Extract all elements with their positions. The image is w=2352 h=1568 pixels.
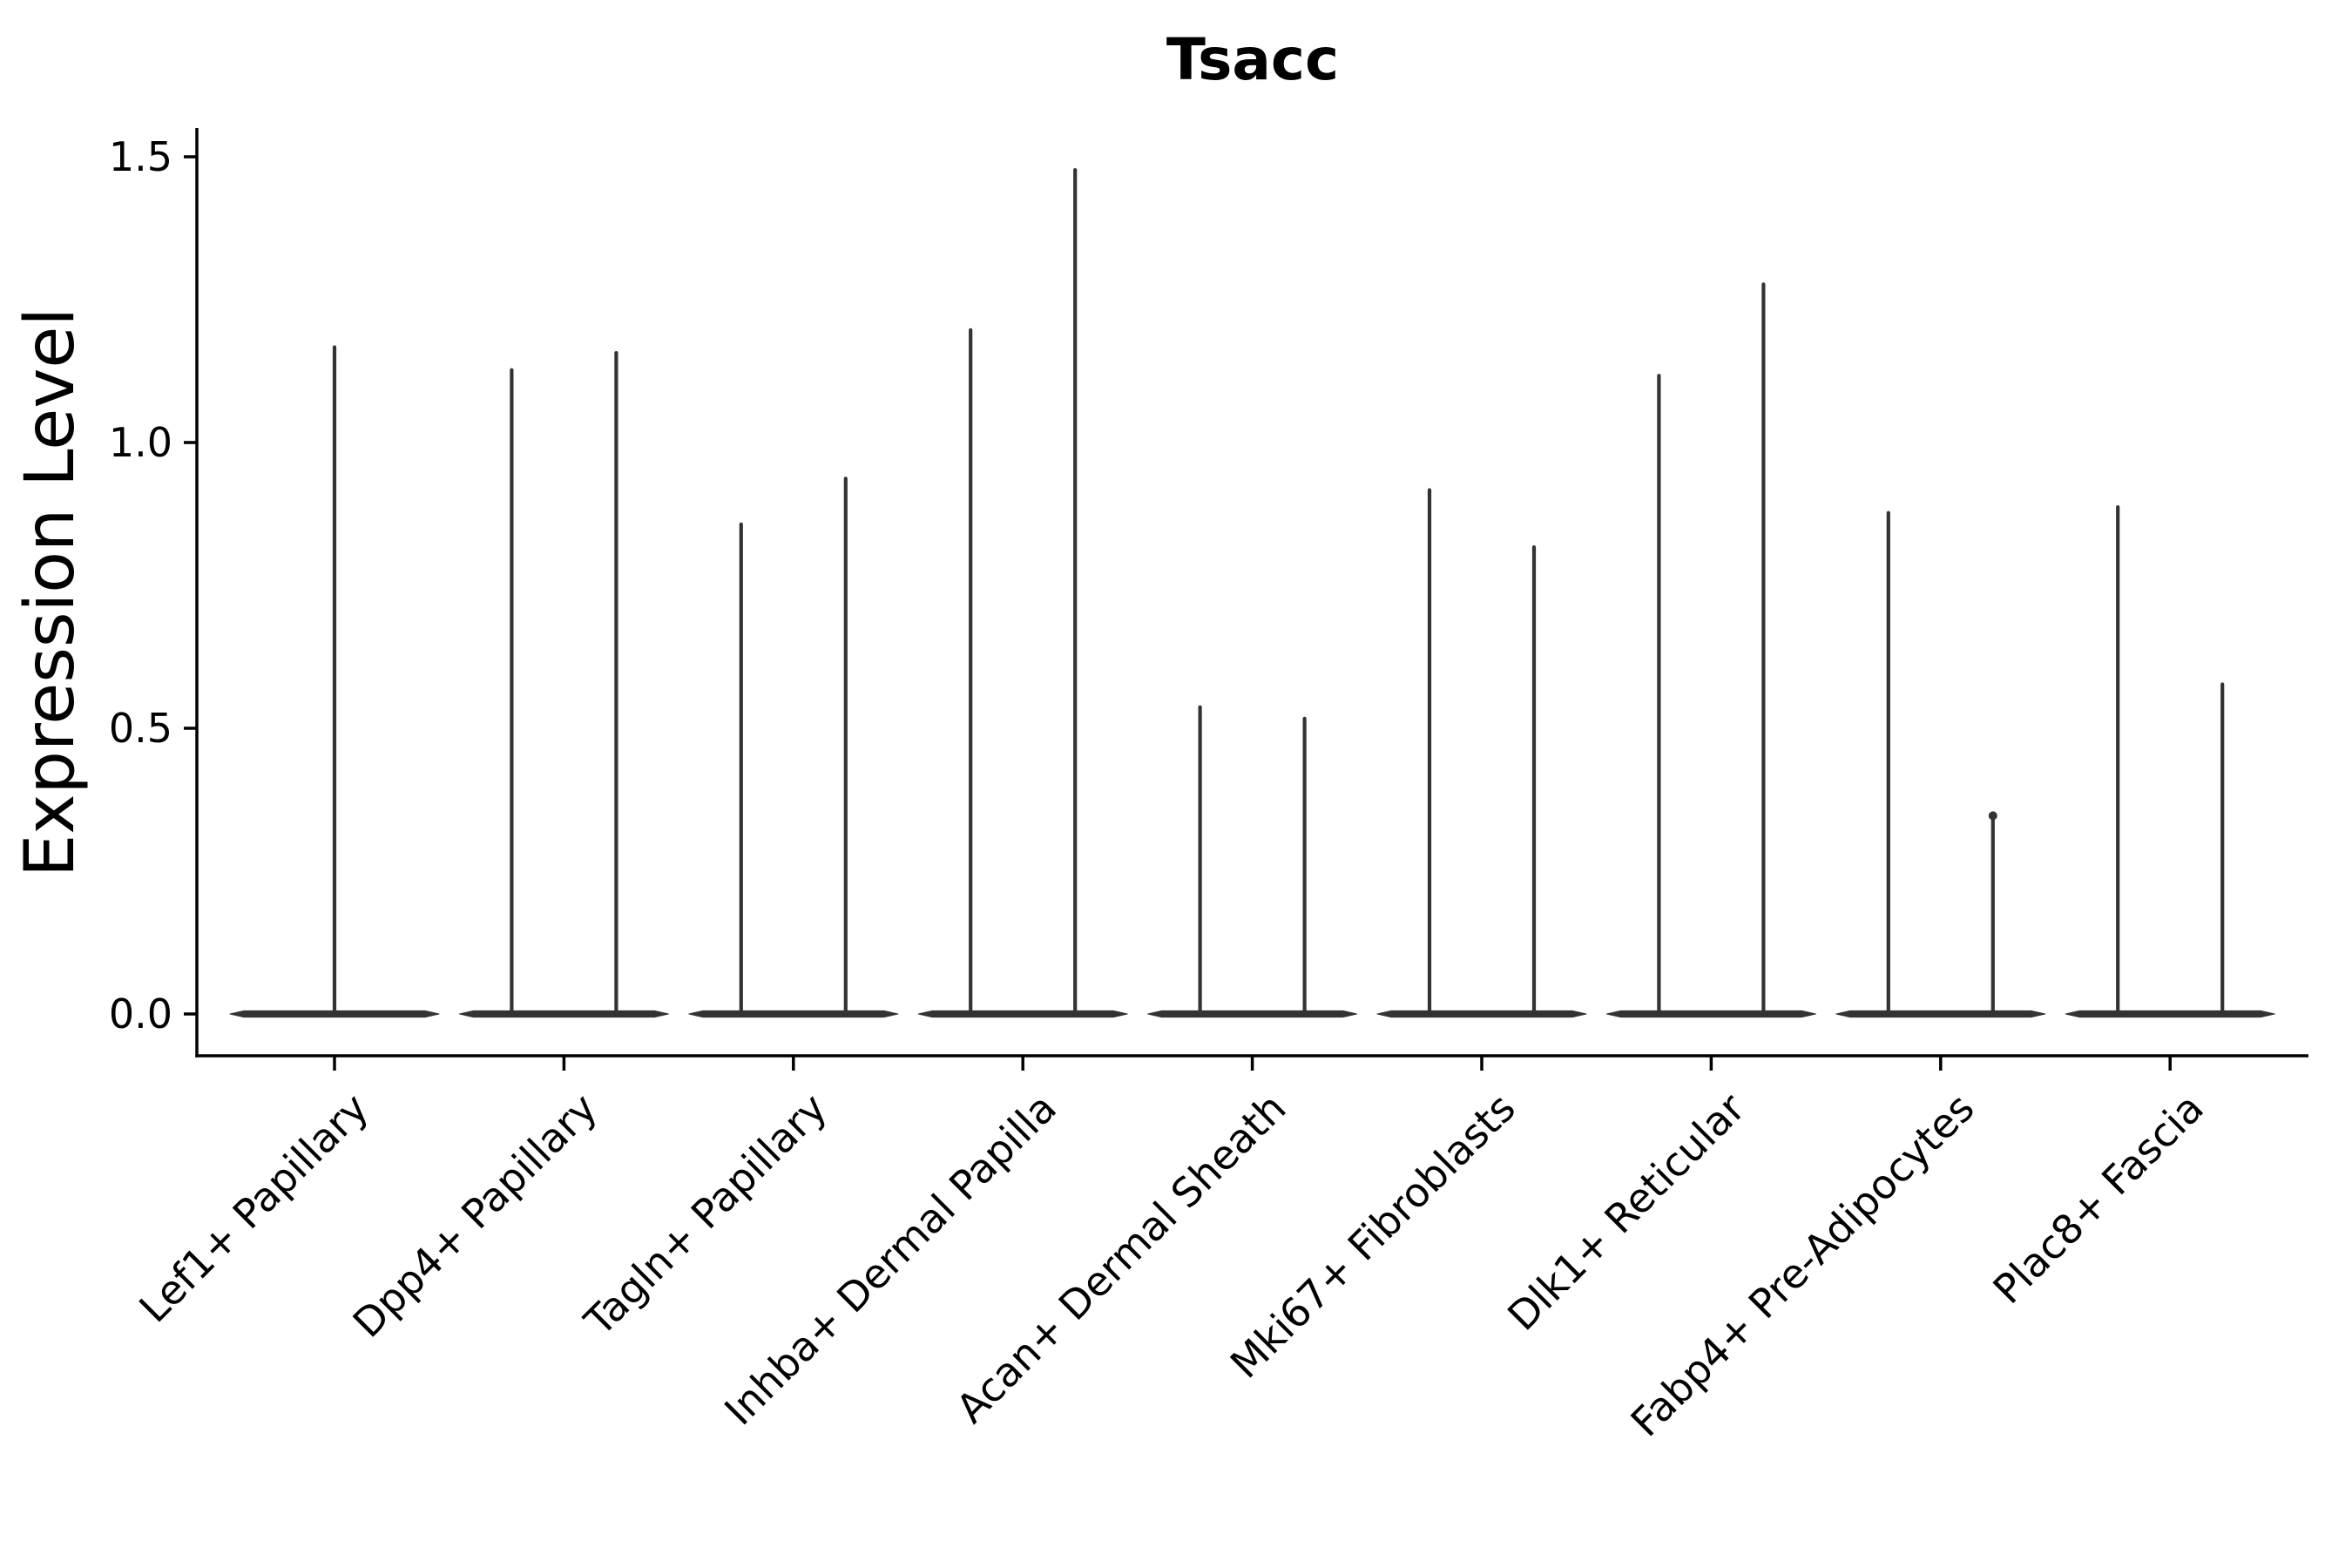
violin-base bbox=[688, 1010, 899, 1018]
y-tick-label: 0.5 bbox=[108, 705, 172, 752]
y-tick-label: 1.0 bbox=[108, 419, 172, 466]
y-tick-label: 0.0 bbox=[108, 990, 172, 1037]
violin-base bbox=[1605, 1010, 1816, 1018]
y-tick-label: 1.5 bbox=[108, 133, 172, 180]
violin-base bbox=[1147, 1010, 1358, 1018]
violin-base bbox=[2065, 1010, 2275, 1018]
violin-base bbox=[458, 1010, 669, 1018]
violin-base bbox=[1835, 1010, 2046, 1018]
violin-base bbox=[1376, 1010, 1587, 1018]
chart-title: Tsacc bbox=[1166, 26, 1340, 93]
violin-spike-tip bbox=[1988, 811, 1997, 821]
violin-base bbox=[917, 1010, 1128, 1018]
